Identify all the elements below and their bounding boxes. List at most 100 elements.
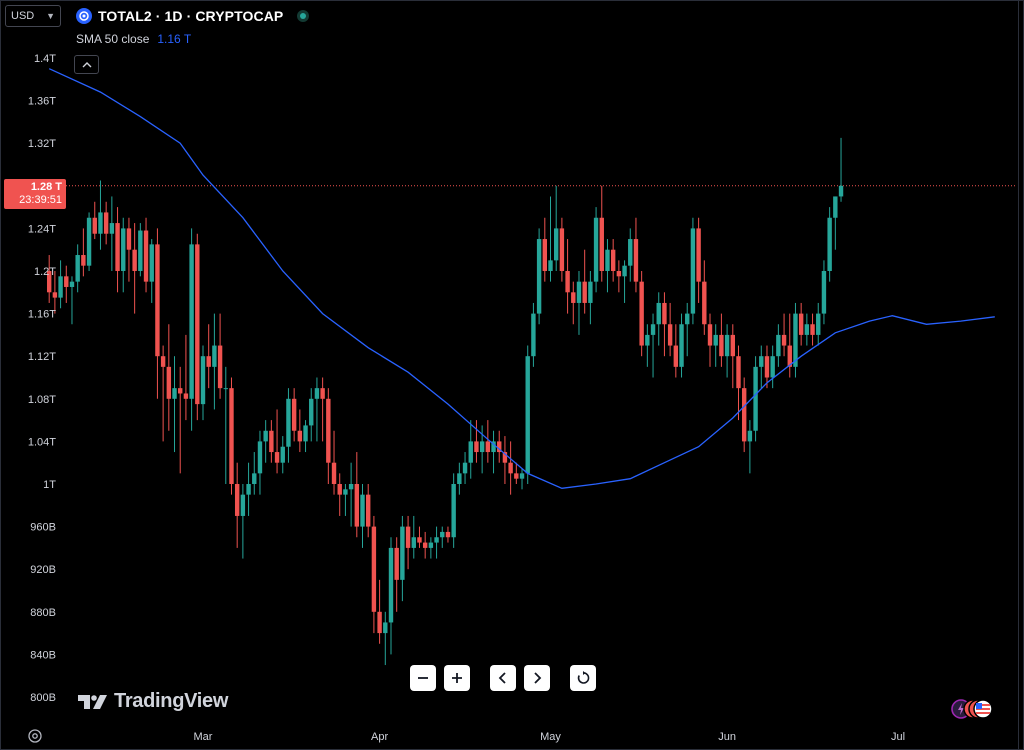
candle-body — [75, 255, 80, 282]
candle-body — [354, 484, 360, 527]
candle-body — [212, 345, 217, 367]
candle-body — [707, 324, 713, 346]
candle — [576, 271, 582, 335]
candle-body — [804, 324, 810, 335]
candle-body — [628, 239, 633, 266]
candle — [553, 185, 559, 271]
candle — [269, 420, 274, 463]
candle — [320, 377, 325, 442]
candle-body — [576, 281, 582, 303]
candle-body — [303, 425, 308, 442]
candle — [388, 537, 394, 655]
indicator-legend[interactable]: SMA 50 close 1.16 T — [76, 32, 191, 46]
candle-body — [474, 441, 479, 453]
candle — [252, 452, 257, 495]
candle — [52, 271, 58, 314]
candle — [92, 201, 97, 240]
candle — [548, 196, 553, 282]
time-axis-settings-button[interactable] — [26, 727, 44, 745]
candle-body — [747, 430, 753, 442]
candle — [291, 388, 297, 442]
candle — [531, 302, 536, 367]
candle — [183, 334, 189, 421]
candle — [98, 180, 103, 250]
candle — [206, 324, 211, 389]
candle-body — [656, 302, 661, 325]
chevron-left-icon — [498, 672, 506, 684]
candle — [582, 249, 587, 314]
collapse-legend-button[interactable] — [74, 55, 99, 74]
candle-body — [798, 313, 804, 335]
scroll-left-button[interactable] — [490, 665, 516, 691]
candle-body — [633, 239, 639, 282]
candle-body — [257, 441, 263, 474]
tradingview-logo-text: TradingView — [114, 690, 229, 712]
candle — [610, 239, 616, 282]
candle-body — [178, 388, 183, 394]
candle-body — [833, 196, 838, 218]
y-tick-label: 1.32T — [28, 138, 56, 150]
currency-select[interactable]: USD ▼ — [5, 5, 61, 27]
candle — [58, 260, 63, 309]
candle-body — [115, 223, 120, 271]
candle-body — [810, 324, 815, 335]
candle — [46, 255, 52, 303]
candle — [286, 388, 291, 463]
candle-body — [274, 452, 280, 463]
candle-body — [525, 356, 530, 474]
candle-body — [816, 313, 821, 335]
zoom-in-button[interactable] — [444, 665, 470, 691]
candle-body — [548, 260, 553, 271]
candle — [109, 196, 115, 271]
zoom-out-button[interactable] — [410, 665, 436, 691]
y-tick-label: 960B — [30, 522, 56, 534]
candle-body — [457, 473, 462, 484]
candle — [696, 217, 701, 303]
candle — [377, 579, 382, 644]
candle-body — [667, 324, 673, 346]
candle — [679, 313, 684, 378]
candle — [400, 515, 405, 602]
market-status-icon[interactable] — [297, 10, 310, 22]
y-tick-label: 1.36T — [28, 96, 56, 108]
y-tick-label: 1T — [43, 479, 56, 491]
candle-body — [428, 542, 434, 548]
candle — [770, 345, 775, 389]
candle-body — [696, 228, 701, 282]
candle-body — [559, 228, 565, 271]
indicator-value: 1.16 T — [157, 32, 192, 46]
tradingview-logo[interactable]: TradingView — [78, 690, 228, 713]
flags-badge[interactable] — [950, 698, 998, 720]
y-tick-label: 840B — [30, 649, 56, 661]
candle — [719, 313, 724, 367]
candle — [360, 484, 365, 548]
candle — [337, 473, 342, 516]
candle-body — [121, 228, 126, 271]
candle — [240, 484, 246, 559]
candle — [155, 228, 160, 399]
candle-body — [508, 462, 513, 474]
candle — [81, 228, 86, 277]
candle-body — [713, 334, 718, 346]
candle — [810, 313, 815, 346]
candle-body — [451, 484, 456, 538]
candle-body — [371, 526, 377, 612]
chevron-down-icon: ▼ — [46, 11, 55, 21]
candle-body — [166, 366, 172, 399]
candle-body — [770, 356, 775, 378]
candle — [132, 223, 137, 314]
candle-body — [764, 356, 770, 378]
symbol-title[interactable]: TOTAL2 · 1D · CRYPTOCAP — [98, 8, 284, 24]
candle — [713, 324, 718, 367]
candle-body — [103, 212, 109, 234]
candle — [246, 462, 251, 516]
candle-body — [553, 228, 559, 261]
scroll-right-button[interactable] — [524, 665, 550, 691]
candle — [200, 345, 206, 421]
candle — [121, 217, 126, 293]
candle-body — [189, 244, 194, 399]
candle-body — [172, 388, 177, 399]
currency-label: USD — [11, 10, 35, 22]
reset-chart-button[interactable] — [570, 665, 596, 691]
